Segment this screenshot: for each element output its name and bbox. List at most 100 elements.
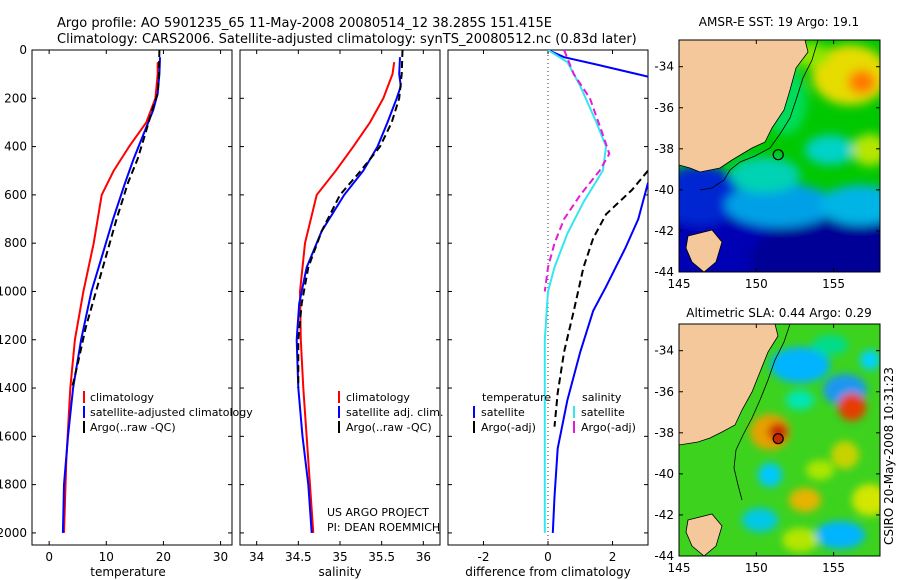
series-line-4 [543,50,611,292]
legend-label-satellite-adjusted: satellite-adjusted climatology [90,406,253,419]
legend-label-climatology: climatology [346,391,410,404]
temperature-panel: 0 200 400 600 800 1000 1200 1400 1600 1800 2000 0 1… [0,43,253,579]
y-tick-label: 1400 [0,381,27,395]
sla-map-x-ticks: 145 150 155 [668,324,845,575]
y-tick-label: 1600 [0,429,27,443]
difference-xlabel: difference from climatology [465,565,631,579]
sst-map-y-ticks: -34 -36 -38 -40 -42 -44 [654,60,880,279]
legend-label-temp-satellite: satellite [481,406,525,419]
map-y-tick-label: -38 [654,142,674,156]
map-y-tick-label: -34 [654,60,674,74]
map-y-tick-label: -44 [654,549,674,563]
sst-map-panel: AMSR-E SST: 19 Argo: 19.1 [654,15,881,291]
map-y-tick-label: -42 [654,508,674,522]
map-x-tick-label: 150 [745,561,768,575]
y-tick-label: 800 [4,236,27,250]
sst-map-image [679,40,880,272]
difference-x-ticks: -2 0 2 [477,50,616,564]
temperature-xlabel: temperature [90,565,165,579]
y-tick-label: 600 [4,188,27,202]
x-tick-label: 2 [609,550,617,564]
series-line-0 [298,61,396,533]
sla-map-title: Altimetric SLA: 0.44 Argo: 0.29 [686,306,871,320]
legend-heading-salinity: salinity [582,391,622,404]
map-y-tick-label: -40 [654,467,674,481]
series-line-3 [543,50,608,533]
series-line-1 [551,182,648,533]
temperature-y-ticks: 0 200 400 600 800 1000 1200 1400 1600 1800 2000 [0,43,232,540]
legend-label-climatology: climatology [90,391,154,404]
x-tick-label: 30 [213,550,228,564]
legend-label-sal-satellite: satellite [581,406,625,419]
map-y-tick-label: -36 [654,101,674,115]
timestamp-side-label: CSIRO 20-May-2008 10:31:23 [882,367,896,545]
legend-label-satellite-adj: satellite adj. clim. [346,406,443,419]
map-x-tick-label: 155 [822,561,845,575]
sst-map-x-ticks: 145 150 155 [668,40,845,291]
x-tick-label: 35.5 [368,550,395,564]
x-tick-label: 34.5 [285,550,312,564]
series-line-1 [295,57,402,533]
y-tick-label: 400 [4,140,27,154]
series-line-2 [297,50,404,388]
salinity-x-ticks: 34 34.5 35 35.5 36 [249,50,431,564]
sla-map-argo-marker [772,433,784,445]
legend-label-temp-argo: Argo(-adj) [481,421,536,434]
map-y-tick-label: -40 [654,183,674,197]
project-annotation-line-2: PI: DEAN ROEMMICH [327,521,440,534]
salinity-panel: 34 34.5 35 35.5 36 salinity climatology sate… [239,49,443,579]
salinity-xlabel: salinity [318,565,361,579]
salinity-axes-frame [239,49,441,546]
x-tick-label: 36 [416,550,431,564]
temperature-legend: climatology satellite-adjusted climatolo… [83,391,253,434]
x-tick-label: 10 [99,550,114,564]
x-tick-label: 0 [45,550,53,564]
map-x-tick-label: 145 [668,277,691,291]
sla-map-frame [678,323,881,557]
legend-heading-temperature: temperature [482,391,551,404]
x-tick-label: 35 [332,550,347,564]
header-line-1: Argo profile: AO 5901235_65 11-May-2008 … [57,16,552,31]
y-tick-label: 1000 [0,284,27,298]
legend-label-argo: Argo(..raw -QC) [90,421,176,434]
project-annotation-line-1: US ARGO PROJECT [327,506,429,519]
header-line-2: Climatology: CARS2006. Satellite-adjuste… [57,32,637,47]
temperature-x-ticks: 0 10 20 30 [45,50,228,564]
legend-label-sal-argo: Argo(-adj) [581,421,636,434]
y-tick-label: 0 [19,43,27,57]
map-y-tick-label: -38 [654,426,674,440]
temperature-axes-frame [31,49,233,546]
difference-panel: -2 0 2 difference from climatology tempera… [447,49,649,579]
series-line-1 [61,57,161,533]
y-tick-label: 1200 [0,333,27,347]
y-tick-label: 2000 [0,526,27,540]
map-y-tick-label: -44 [654,265,674,279]
temperature-series [61,50,161,533]
y-tick-label: 200 [4,91,27,105]
map-x-tick-label: 145 [668,561,691,575]
sst-map-frame [678,39,881,273]
sst-map-argo-marker [772,149,784,161]
map-y-tick-label: -36 [654,385,674,399]
legend-label-argo: Argo(..raw -QC) [346,421,432,434]
series-line-2 [553,170,648,427]
map-y-tick-label: -42 [654,224,674,238]
x-tick-label: 20 [156,550,171,564]
difference-legend: temperature satellite Argo(-adj) salinit… [473,391,636,434]
salinity-y-ticks [240,49,440,534]
sla-map-panel: Altimetric SLA: 0.44 Argo: 0.29 [654,306,881,575]
x-tick-label: 34 [249,550,264,564]
x-tick-label: 0 [544,550,552,564]
map-x-tick-label: 155 [822,277,845,291]
map-y-tick-label: -34 [654,344,674,358]
sst-map-title: AMSR-E SST: 19 Argo: 19.1 [699,15,859,29]
salinity-series [295,50,404,533]
difference-y-ticks [448,49,648,534]
difference-series [543,50,648,533]
map-x-tick-label: 150 [745,277,768,291]
series-line-0 [547,50,648,78]
series-line-2 [71,50,161,389]
sla-map-y-ticks: -34 -36 -38 -40 -42 -44 [654,344,880,563]
salinity-legend: climatology satellite adj. clim. Argo(..… [338,391,443,434]
